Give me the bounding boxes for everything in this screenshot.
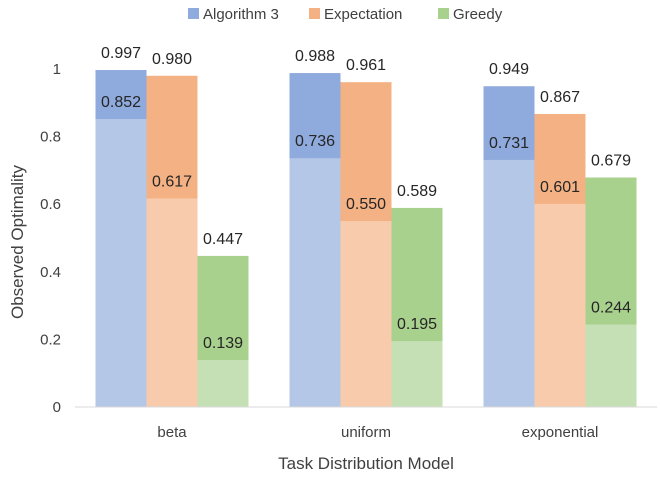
data-label-total: 0.679	[591, 152, 631, 169]
legend: Algorithm 3 Expectation Greedy	[188, 6, 503, 23]
bars	[95, 70, 637, 408]
x-category-label: exponential	[522, 424, 599, 441]
legend-label: Expectation	[324, 6, 402, 23]
legend-swatch	[438, 8, 449, 19]
legend-swatch	[188, 8, 199, 19]
y-tick-label: 1	[53, 61, 61, 78]
data-label-inner: 0.244	[591, 300, 631, 317]
data-label-inner: 0.601	[540, 179, 580, 196]
data-label-inner: 0.139	[203, 335, 243, 352]
x-axis: beta uniform exponential	[75, 406, 657, 441]
y-axis-title: Observed Optimality	[8, 165, 27, 319]
data-label-total: 0.589	[397, 183, 437, 200]
data-label-total: 0.988	[295, 48, 335, 65]
data-label-total: 0.980	[152, 51, 192, 68]
bar-inner	[534, 203, 586, 407]
data-label-inner: 0.731	[489, 135, 529, 152]
legend-label: Algorithm 3	[203, 6, 279, 23]
data-label-total: 0.867	[540, 89, 580, 106]
x-category-label: beta	[157, 424, 187, 441]
legend-label: Greedy	[453, 6, 503, 23]
bar-inner	[197, 360, 249, 407]
data-label-inner: 0.852	[101, 94, 141, 111]
y-axis: 0 0.2 0.4 0.6 0.8 1	[40, 61, 61, 416]
y-tick-label: 0.4	[40, 264, 61, 281]
y-tick-label: 0.6	[40, 196, 61, 213]
legend-swatch	[309, 8, 320, 19]
data-labels: 0.997 0.852 0.980 0.617 0.447 0.139 0.988 0.736…	[101, 45, 631, 352]
y-tick-label: 0.2	[40, 331, 61, 348]
data-label-inner: 0.617	[152, 173, 192, 190]
bar-inner	[585, 324, 637, 407]
bar-inner	[289, 158, 341, 407]
bar-inner	[95, 119, 147, 408]
data-label-total: 0.997	[101, 45, 141, 62]
data-label-total: 0.961	[346, 57, 386, 74]
bar-inner	[146, 198, 198, 407]
bar-inner	[391, 341, 443, 407]
data-label-total: 0.949	[489, 61, 529, 78]
data-label-inner: 0.550	[346, 196, 386, 213]
y-tick-label: 0.8	[40, 129, 61, 146]
y-tick-label: 0	[53, 399, 61, 416]
data-label-total: 0.447	[203, 231, 243, 248]
data-label-inner: 0.736	[295, 133, 335, 150]
bar-inner	[483, 159, 535, 407]
bar-inner	[340, 221, 392, 407]
x-category-label: uniform	[341, 424, 391, 441]
data-label-inner: 0.195	[397, 316, 437, 333]
x-axis-title: Task Distribution Model	[278, 454, 454, 473]
